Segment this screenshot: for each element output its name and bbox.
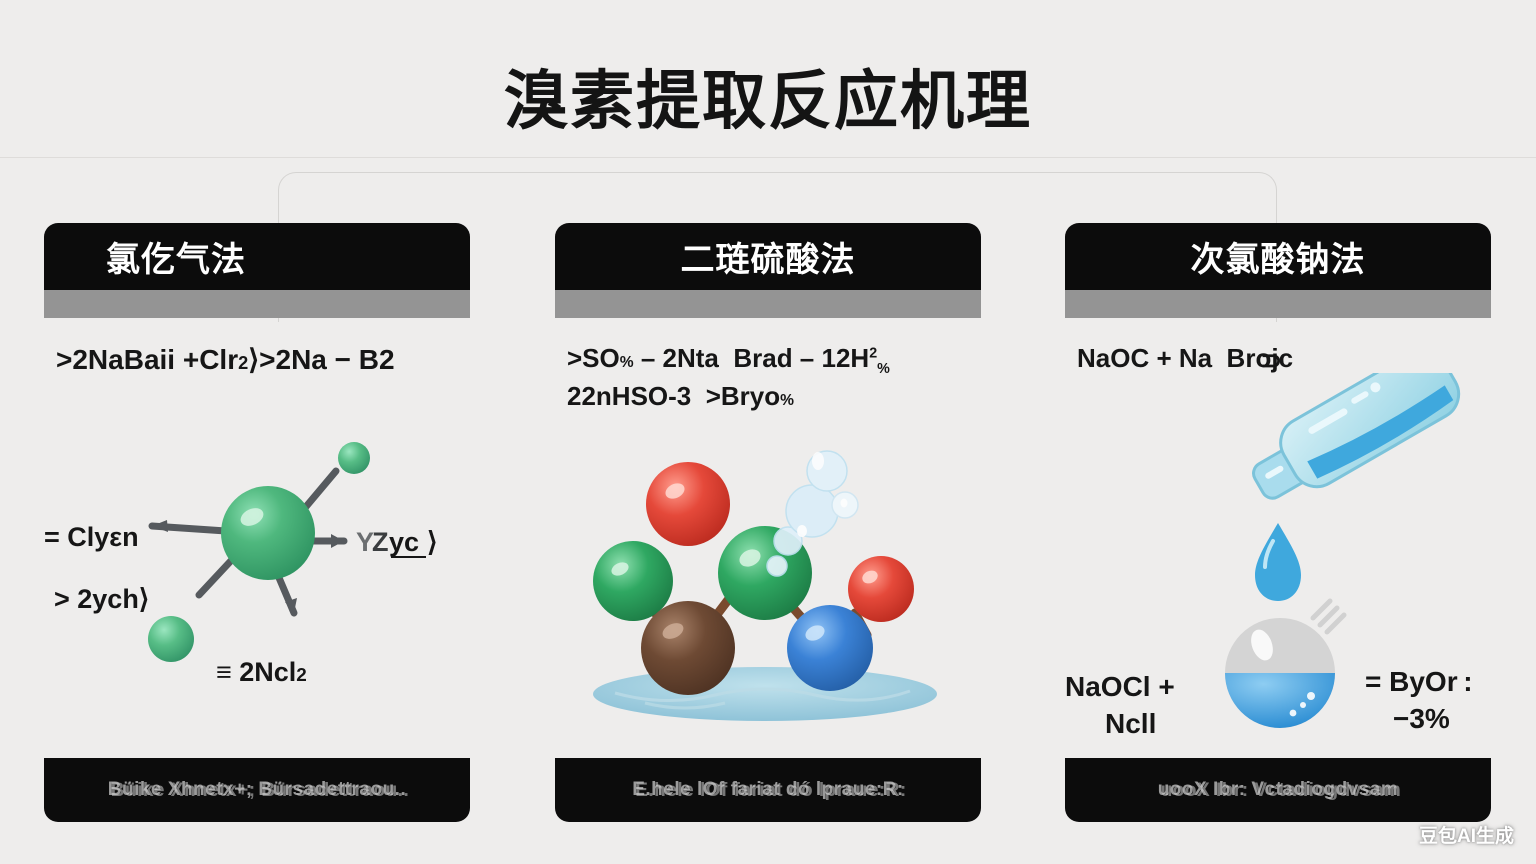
svg-text:= ByOr :: = ByOr :: [1365, 666, 1473, 697]
svg-text:yc: yc: [389, 527, 419, 557]
svg-text:⟩: ⟩: [427, 527, 438, 557]
svg-text:≡ 2Ncl2: ≡ 2Ncl2: [216, 657, 307, 687]
svg-text:> 2ych⟩: > 2ych⟩: [54, 584, 149, 614]
svg-text:NaOCl +: NaOCl +: [1065, 671, 1175, 702]
svg-text:YZ: YZ: [356, 527, 389, 557]
svg-text:Ncll: Ncll: [1105, 708, 1156, 739]
svg-text:−3%: −3%: [1393, 703, 1450, 734]
svg-text:= Clyεn: = Clyεn: [44, 522, 139, 552]
